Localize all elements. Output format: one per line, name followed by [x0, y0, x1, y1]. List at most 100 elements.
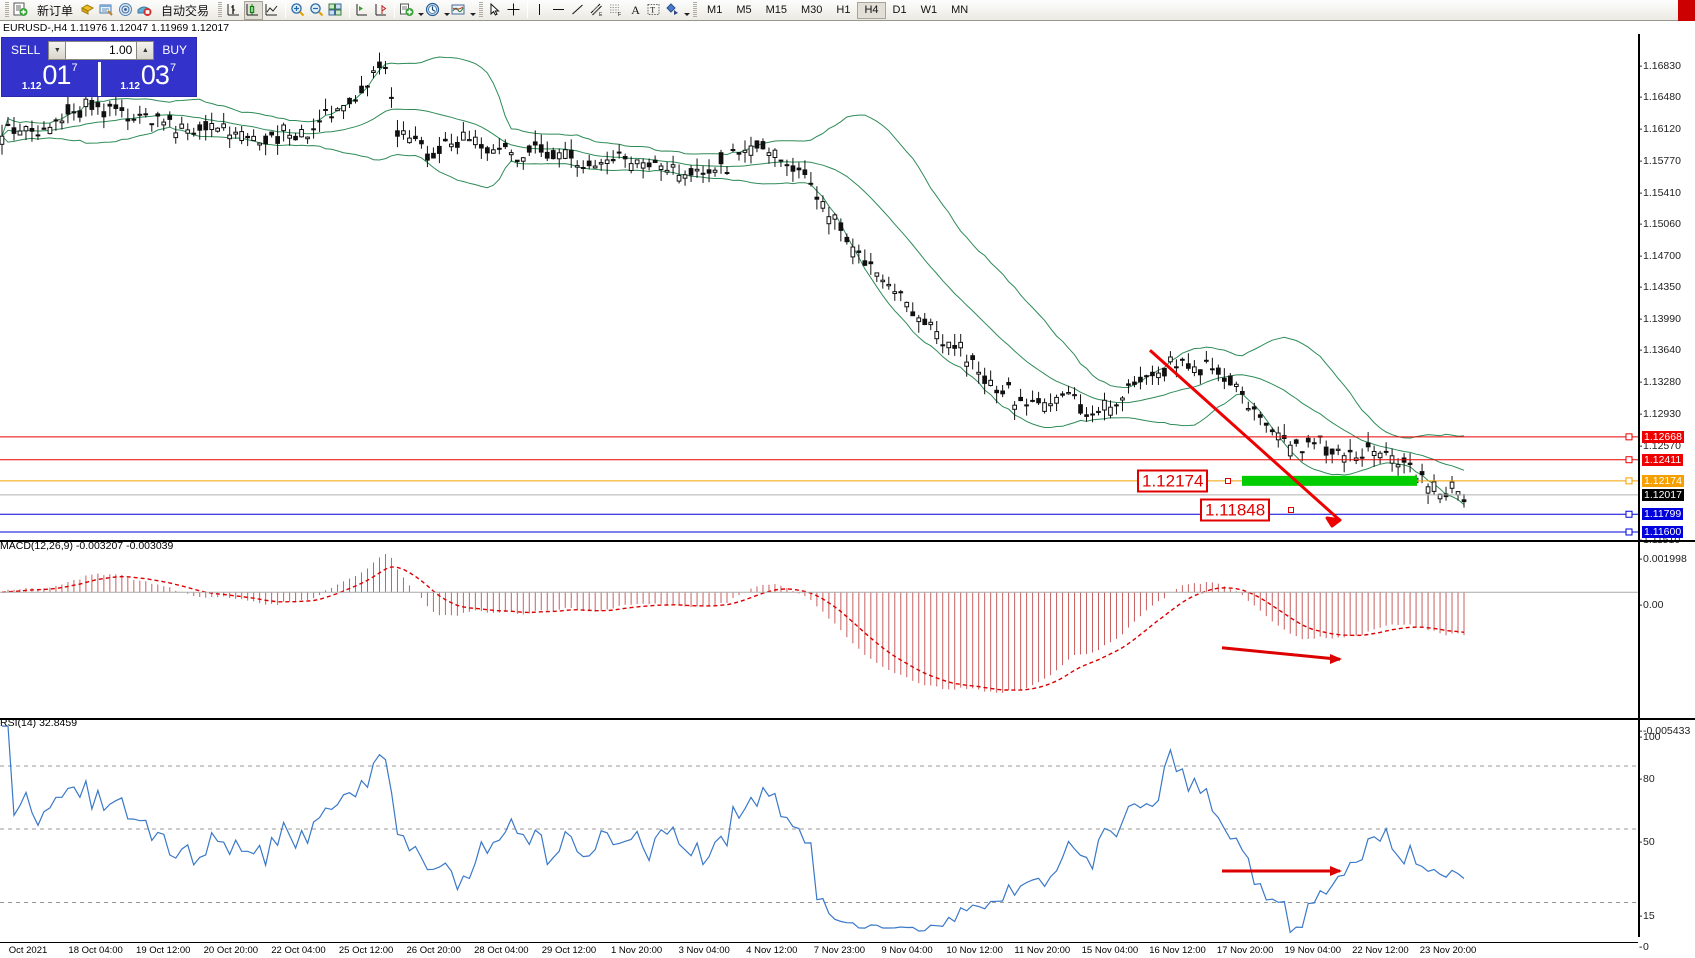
time-tick: 22 Oct 04:00 — [271, 945, 326, 956]
period-dropdown-arrow[interactable] — [443, 0, 450, 20]
period-icon[interactable] — [424, 1, 443, 20]
toolbar-grip-3[interactable] — [479, 2, 484, 18]
volume-increase-button[interactable]: ▲ — [136, 40, 155, 60]
autotrading-button[interactable]: 自动交易 — [155, 1, 215, 20]
window-tile-icon[interactable] — [327, 1, 346, 20]
oct-controls-row: SELL ▼ 1.00 ▲ BUY — [2, 38, 196, 62]
price-series-svg — [0, 52, 1638, 934]
price-level-tag[interactable]: 1.11600 — [1642, 525, 1684, 538]
buy-price-prefix: 1.12 — [120, 81, 140, 92]
toolbar-separator-4 — [527, 2, 529, 18]
time-tick: Oct 2021 — [8, 945, 48, 956]
timeframe-mn[interactable]: MN — [951, 4, 969, 16]
auto-scroll-icon[interactable] — [372, 1, 391, 20]
time-axis[interactable]: Oct 2021 18 Oct 04:00 19 Oct 12:00 20 Oct 2… — [0, 942, 1638, 958]
symbol-info-bar: EURUSD-,H4 1.11976 1.12047 1.11969 1.120… — [3, 22, 230, 34]
crosshair-icon[interactable] — [505, 1, 524, 20]
timeframe-m1[interactable]: M1 — [707, 4, 723, 16]
time-tick: 29 Oct 12:00 — [541, 945, 597, 956]
horizontal-line-icon[interactable] — [550, 1, 569, 20]
svg-text:F: F — [618, 12, 621, 18]
new-order-icon[interactable] — [12, 1, 31, 20]
rsi-indicator-label: RSI(14) 32.8459 — [0, 717, 78, 729]
time-tick: 23 Nov 20:00 — [1419, 945, 1477, 956]
timeframe-d1[interactable]: D1 — [892, 4, 907, 16]
indicators-icon[interactable] — [398, 1, 417, 20]
price-tick: 1.13990 — [1639, 313, 1681, 325]
new-order-label: 新订单 — [37, 3, 74, 18]
toolbar-separator-2 — [349, 2, 351, 18]
price-level-tag[interactable]: 1.12174 — [1642, 474, 1684, 487]
sell-price-prefix: 1.12 — [21, 81, 42, 92]
autotrading-label: 自动交易 — [161, 3, 210, 18]
templates-dropdown-arrow[interactable] — [469, 0, 476, 20]
annotation-1-12174-handle[interactable] — [1225, 477, 1231, 484]
price-macd-separator — [0, 540, 1695, 542]
volume-input[interactable]: 1.00 — [66, 40, 137, 60]
timeframe-m5[interactable]: M5 — [736, 4, 752, 16]
macd-rsi-separator — [0, 718, 1695, 720]
annotation-1-11848[interactable]: 1.11848 — [1200, 498, 1271, 522]
one-click-trading-panel[interactable]: SELL ▼ 1.00 ▲ BUY 1.12 01 7 1.12 03 7 — [1, 37, 197, 97]
line-chart-icon[interactable] — [263, 1, 282, 20]
chart-shift-icon[interactable] — [353, 1, 372, 20]
annotation-1-11848-handle[interactable] — [1288, 506, 1294, 513]
timeframe-m15[interactable]: M15 — [765, 4, 787, 16]
main-toolbar: 新订单 自动交易 — [0, 0, 1695, 21]
buy-label[interactable]: BUY — [162, 43, 187, 57]
time-tick: 11 Nov 20:00 — [1014, 945, 1071, 956]
templates-icon[interactable] — [450, 1, 469, 20]
price-level-tag[interactable]: 1.12017 — [1642, 488, 1684, 501]
new-order-button[interactable]: 新订单 — [31, 1, 79, 20]
volume-decrease-button[interactable]: ▼ — [48, 40, 67, 60]
signals-icon[interactable] — [117, 1, 136, 20]
shapes-dropdown-arrow[interactable] — [683, 0, 690, 20]
zoom-in-icon[interactable] — [289, 1, 308, 20]
candlestick-chart-icon[interactable] — [244, 0, 264, 20]
time-tick: 15 Nov 04:00 — [1081, 945, 1139, 956]
vertical-line-icon[interactable] — [531, 1, 550, 20]
toolbar-grip[interactable] — [5, 2, 9, 18]
sell-button[interactable]: 1.12 01 7 — [2, 62, 98, 96]
macd-tick: 0.00 — [1639, 599, 1664, 611]
indicators-dropdown-arrow[interactable] — [417, 0, 424, 20]
window-close-strip[interactable] — [1678, 0, 1695, 21]
sell-price-main: 01 — [42, 60, 71, 90]
bar-chart-icon[interactable] — [225, 1, 244, 20]
shapes-icon[interactable] — [664, 1, 683, 20]
trendline-icon[interactable] — [569, 1, 588, 20]
buy-button[interactable]: 1.12 03 7 — [101, 62, 197, 96]
price-chart-plot[interactable]: 1.12174 1.11848 — [0, 34, 1638, 937]
fibonacci-icon[interactable]: F — [607, 1, 626, 20]
price-level-tag[interactable]: 1.12668 — [1642, 430, 1684, 443]
annotation-1-12174[interactable]: 1.12174 — [1137, 469, 1209, 493]
rsi-tick: 0 — [1639, 941, 1649, 953]
autotrading-icon[interactable] — [136, 1, 155, 20]
volume-stepper[interactable]: ▼ 1.00 ▲ — [48, 40, 155, 60]
timeframe-m30[interactable]: M30 — [801, 4, 823, 16]
price-tick: 1.15410 — [1639, 187, 1681, 199]
toolbar-grip-4[interactable] — [693, 2, 698, 18]
timeframe-w1[interactable]: W1 — [920, 4, 938, 16]
chart-window: 1.12174 1.11848 1.16830 1.16480 1.16120 1.15… — [0, 21, 1695, 956]
toolbar-grip-2[interactable] — [218, 2, 223, 18]
price-level-tag[interactable]: 1.12411 — [1642, 453, 1684, 466]
time-tick: 17 Nov 20:00 — [1216, 945, 1274, 956]
sell-label[interactable]: SELL — [11, 43, 41, 57]
cursor-icon[interactable] — [486, 1, 505, 20]
timeframe-h4[interactable]: H4 — [857, 1, 886, 19]
time-tick: 4 Nov 12:00 — [746, 945, 798, 956]
zoom-out-icon[interactable] — [308, 1, 327, 20]
price-level-tag[interactable]: 1.11799 — [1642, 508, 1684, 521]
price-axis[interactable]: 1.16830 1.16480 1.16120 1.15770 1.15410 1.150… — [1638, 34, 1695, 953]
terminal-window-icon[interactable] — [98, 1, 117, 20]
timeframe-h1[interactable]: H1 — [836, 4, 851, 16]
equidistant-channel-icon[interactable]: E — [588, 1, 607, 20]
price-tick: 1.16480 — [1639, 91, 1681, 103]
text-icon[interactable]: A — [631, 2, 640, 17]
custom-indicator-icon[interactable] — [79, 1, 98, 20]
time-tick: 18 Oct 04:00 — [68, 945, 123, 956]
text-label-icon[interactable]: T — [645, 1, 664, 20]
oct-divider — [97, 62, 101, 96]
svg-text:T: T — [650, 5, 655, 14]
